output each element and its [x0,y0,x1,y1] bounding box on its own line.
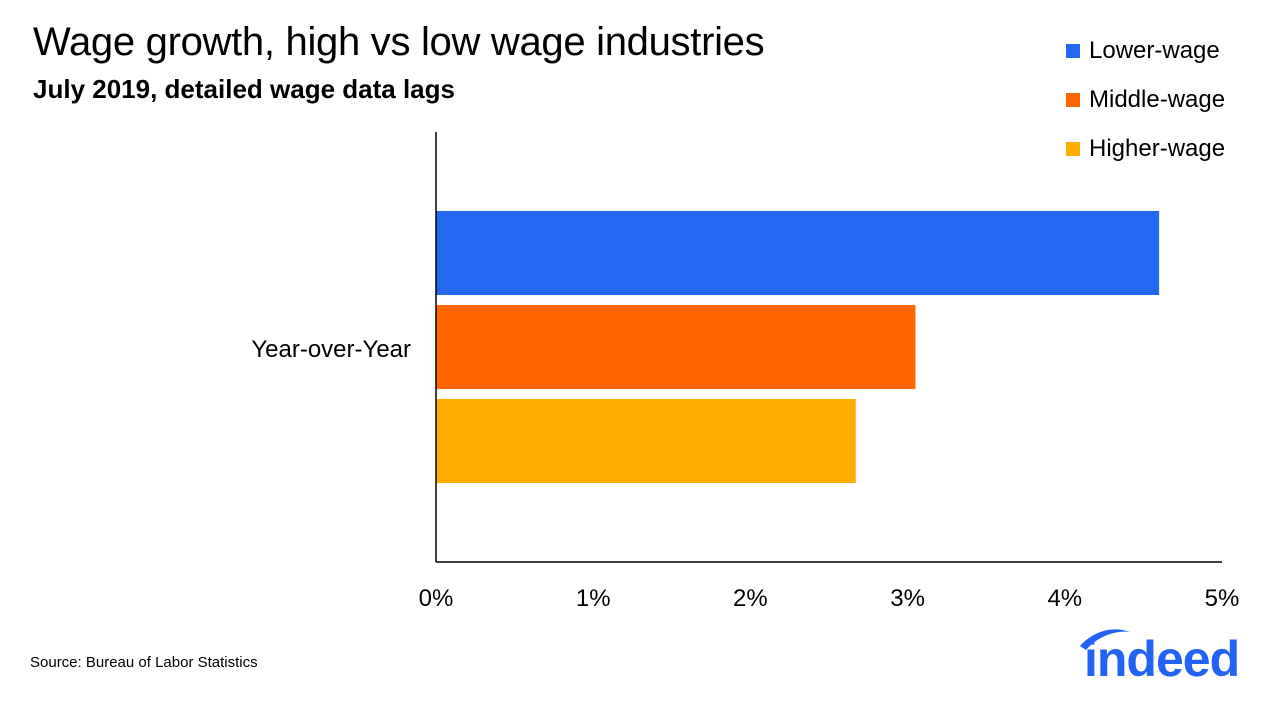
legend-label: Middle-wage [1089,85,1226,113]
legend: Lower-wage Middle-wage Higher-wage [1066,26,1225,173]
legend-label: Higher-wage [1089,134,1226,162]
legend-swatch [1066,141,1080,156]
legend-item: Middle-wage [1066,75,1225,124]
x-tick-label: 5% [1205,585,1240,612]
indeed-logo-arc [1080,629,1130,650]
x-tick-label: 0% [419,585,454,612]
bar-higher-wage [436,399,856,483]
x-tick-label: 2% [733,585,768,612]
legend-item: Lower-wage [1066,26,1225,75]
indeed-logo: indeed [1080,629,1240,686]
category-label: Year-over-Year [251,336,411,363]
x-tick-label: 1% [576,585,611,612]
legend-label: Lower-wage [1089,36,1220,64]
legend-swatch [1066,92,1080,107]
legend-swatch [1066,43,1080,58]
chart-subtitle: July 2019, detailed wage data lags [33,74,455,104]
source-note: Source: Bureau of Labor Statistics [30,654,258,671]
category-labels: Year-over-Year [251,336,411,363]
x-tick-labels: 0% 1% 2% 3% 4% 5% [419,585,1240,612]
chart-title: Wage growth, high vs low wage industries [33,20,765,64]
x-tick-label: 3% [890,585,925,612]
legend-item: Higher-wage [1066,124,1225,173]
bar-lower-wage [436,211,1160,295]
bars-group [436,211,1160,483]
bar-middle-wage [436,305,916,389]
x-tick-label: 4% [1047,585,1082,612]
indeed-logo-text: indeed [1084,631,1239,686]
